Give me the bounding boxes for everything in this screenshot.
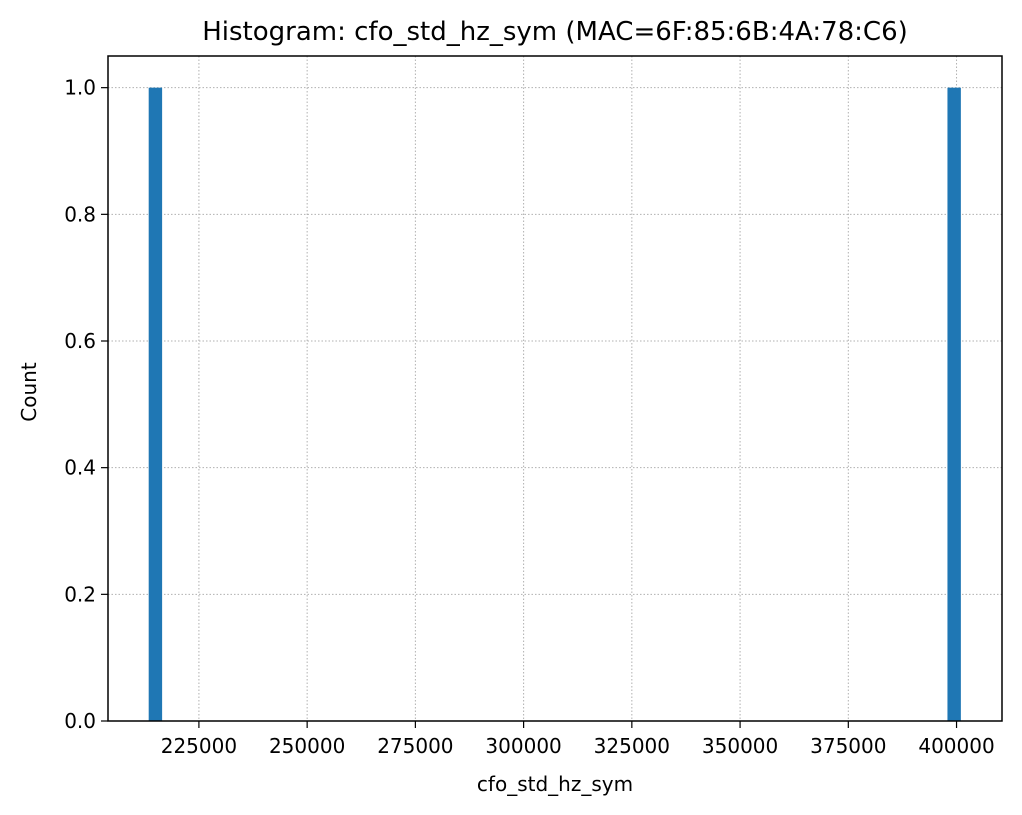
x-tick-label: 275000 — [377, 734, 453, 758]
x-tick-label: 250000 — [269, 734, 345, 758]
y-tick-label: 0.2 — [64, 582, 96, 606]
y-tick-label: 0.0 — [64, 709, 96, 733]
x-tick-label: 325000 — [594, 734, 670, 758]
plot-frame — [107, 55, 1003, 722]
x-tick-label: 400000 — [918, 734, 994, 758]
x-tick-label: 300000 — [485, 734, 561, 758]
x-tick-label: 375000 — [810, 734, 886, 758]
y-ticks: 0.0 0.2 0.4 0.6 0.8 1.0 — [64, 76, 108, 733]
y-tick-label: 0.6 — [64, 329, 96, 353]
chart-title: Histogram: cfo_std_hz_sym (MAC=6F:85:6B:… — [202, 17, 908, 47]
bars — [148, 87, 961, 721]
x-ticks: 225000 250000 275000 300000 325000 350000 3750… — [161, 721, 995, 758]
x-tick-label: 225000 — [161, 734, 237, 758]
y-tick-label: 1.0 — [64, 76, 96, 100]
x-tick-label: 350000 — [702, 734, 778, 758]
x-axis-label: cfo_std_hz_sym — [477, 772, 633, 796]
y-tick-label: 0.4 — [64, 456, 96, 480]
y-tick-label: 0.8 — [64, 202, 96, 226]
grid-lines — [108, 56, 1002, 722]
y-axis-label: Count — [17, 362, 41, 422]
histogram-bar — [947, 87, 961, 721]
histogram-bar — [148, 87, 163, 721]
